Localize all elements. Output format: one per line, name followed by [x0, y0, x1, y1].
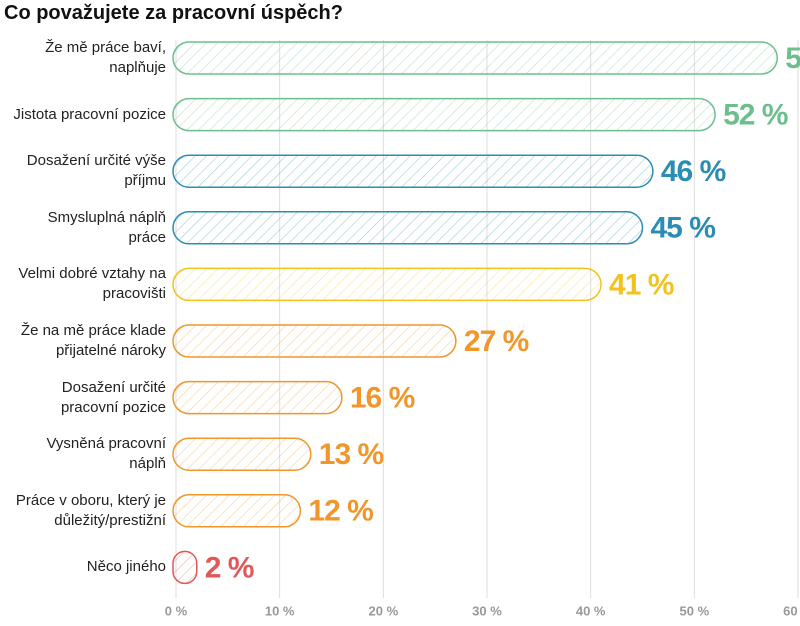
value-label: 46 % — [661, 155, 726, 188]
bar — [172, 97, 716, 132]
category-label: Práce v oboru, který je důležitý/prestiž… — [15, 491, 166, 529]
category-label: Dosažení určité výše příjmu — [26, 152, 166, 190]
value-label: 45 % — [651, 212, 716, 245]
category-label: Něco jiného — [86, 558, 166, 576]
x-tick-label: 50 % — [680, 603, 710, 618]
x-tick-label: 0 % — [165, 603, 188, 618]
bar — [172, 211, 644, 245]
bar — [172, 494, 302, 528]
x-tick-label: 30 % — [472, 603, 502, 618]
category-label: Jistota pracovní pozice — [13, 105, 166, 123]
category-label: Smysluplná náplň práce — [47, 208, 166, 246]
bar — [172, 380, 343, 415]
category-label: Že na mě práce klade přijatelné nároky — [20, 322, 166, 359]
value-label: 12 % — [308, 495, 373, 528]
x-tick-label: 10 % — [265, 603, 295, 618]
value-label: 27 % — [464, 325, 529, 358]
value-label: 58 % — [785, 42, 800, 75]
bar — [172, 437, 312, 471]
category-label: Že mě práce baví, naplňuje — [45, 39, 166, 76]
x-tick-label: 20 % — [369, 603, 399, 618]
category-label: Velmi dobré vztahy na pracovišti — [18, 265, 166, 303]
chart-title: Co považujete za pracovní úspěch? — [4, 2, 343, 24]
x-tick-label: 40 % — [576, 603, 606, 618]
bar — [172, 550, 198, 585]
x-tick-label: 60 % — [783, 603, 800, 618]
value-label: 2 % — [205, 551, 254, 584]
value-label: 16 % — [350, 382, 415, 415]
bar — [172, 267, 602, 302]
category-label: Dosažení určité pracovní pozice — [60, 378, 166, 416]
value-label: 13 % — [319, 438, 384, 471]
bar — [172, 324, 457, 358]
value-label: 41 % — [609, 268, 674, 301]
value-label: 52 % — [723, 99, 788, 132]
bar — [172, 154, 654, 188]
bar — [172, 41, 779, 75]
category-label: Vysněná pracovní náplň — [46, 435, 166, 473]
